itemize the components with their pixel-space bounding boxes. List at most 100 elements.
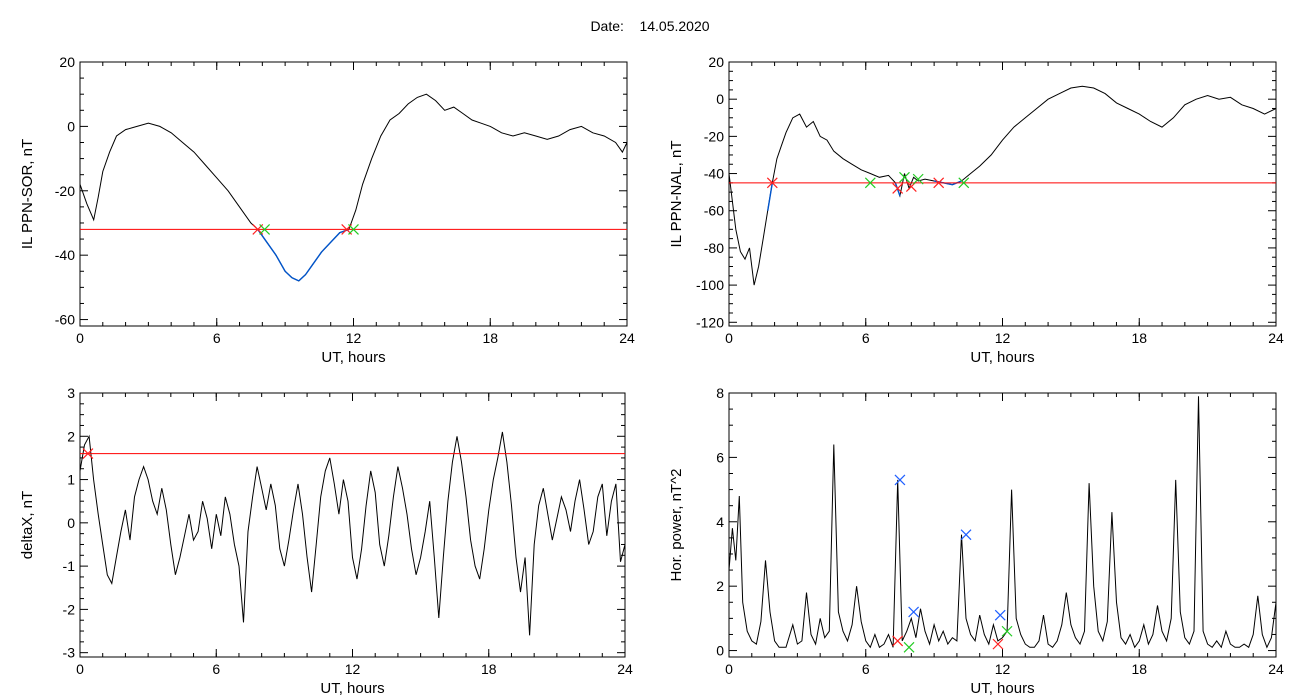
marker-stroke: [908, 606, 920, 618]
below-threshold-segment: [266, 241, 277, 256]
x-tick-label: 0: [76, 661, 84, 677]
y-tick-label: -80: [704, 240, 724, 256]
marker-stroke: [894, 474, 906, 486]
plot-frame: [728, 61, 1277, 327]
date-value: 14.05.2020: [639, 18, 710, 34]
marker-stroke: [892, 635, 904, 647]
x-tick-label: 0: [725, 330, 733, 346]
marker-stroke: [348, 223, 359, 235]
x-tick-label: 6: [862, 330, 870, 346]
marker-x: [348, 223, 359, 235]
y-tick-label: -60: [55, 312, 75, 328]
below-threshold-segment: [291, 277, 300, 282]
y-tick-label: 4: [716, 514, 724, 530]
marker-stroke: [903, 641, 915, 653]
y-tick-label: 8: [716, 385, 724, 401]
x-tick-label: 6: [862, 661, 870, 677]
marker-x: [899, 171, 910, 183]
y-tick-label: 2: [716, 578, 724, 594]
below-threshold-segment: [298, 273, 307, 282]
plot-frame: [79, 61, 628, 327]
below-threshold-segment: [311, 251, 323, 266]
y-tick-label: 20: [708, 54, 724, 70]
series-line: [79, 431, 626, 636]
x-axis-label: UT, hours: [321, 349, 385, 366]
x-tick-label: 24: [619, 330, 635, 346]
below-threshold-segment: [767, 182, 773, 211]
x-tick-label: 12: [995, 661, 1011, 677]
plot-frame: [79, 392, 626, 658]
marker-x: [992, 638, 1004, 650]
marker-stroke: [766, 177, 778, 189]
y-tick-label: -120: [696, 314, 724, 330]
page-title: Date: 14.05.2020: [0, 18, 1300, 34]
marker-x: [908, 606, 920, 618]
date-label: Date:: [590, 18, 624, 34]
series-line: [728, 396, 1277, 649]
y-tick-label: 6: [716, 449, 724, 465]
chart-sor: 0 6 12 18 24 -60 -40 -20 0 20 UT, hours IL PPN-SOR,…: [19, 54, 635, 366]
below-threshold-segment: [330, 232, 341, 243]
x-axis-label: UT, hours: [970, 680, 1034, 697]
below-threshold-segment: [321, 241, 332, 253]
marker-stroke: [899, 171, 910, 183]
marker-stroke: [892, 182, 904, 194]
x-tick-label: 18: [1131, 330, 1147, 346]
y-tick-label: -1: [63, 558, 76, 574]
x-tick-label: 6: [212, 661, 220, 677]
marker-stroke: [994, 609, 1006, 621]
marker-x: [766, 177, 778, 189]
y-tick-label: 2: [67, 428, 75, 444]
marker-x: [259, 223, 271, 235]
y-tick-label: 0: [67, 118, 75, 134]
y-tick-label: 20: [59, 54, 75, 70]
y-tick-label: 0: [716, 643, 724, 659]
x-tick-label: 18: [482, 330, 498, 346]
y-axis-label: IL PPN-SOR, nT: [19, 139, 36, 249]
x-tick-label: 12: [346, 330, 362, 346]
marker-stroke: [958, 177, 970, 189]
y-axis-label: Hor. power, nT^2: [668, 469, 685, 582]
below-threshold-segment: [305, 264, 314, 275]
marker-stroke: [912, 173, 924, 185]
below-threshold-segment: [894, 182, 901, 197]
below-threshold-segment: [284, 270, 293, 279]
x-axis-label: UT, hours: [320, 680, 384, 697]
marker-x: [994, 609, 1006, 621]
series-line: [728, 85, 1277, 286]
below-threshold-segment: [275, 254, 286, 272]
marker-stroke: [864, 177, 876, 189]
y-tick-label: -100: [696, 277, 724, 293]
y-tick-label: 0: [67, 515, 75, 531]
y-tick-label: 3: [67, 385, 75, 401]
marker-x: [894, 474, 906, 486]
marker-x: [903, 641, 915, 653]
x-tick-label: 24: [1268, 330, 1284, 346]
y-tick-label: -60: [704, 203, 724, 219]
marker-stroke: [82, 448, 94, 460]
x-tick-label: 6: [213, 330, 221, 346]
y-tick-label: -20: [704, 128, 724, 144]
y-tick-label: -40: [55, 247, 75, 263]
marker-x: [864, 177, 876, 189]
x-tick-label: 18: [1131, 661, 1147, 677]
y-tick-label: 0: [716, 91, 724, 107]
y-tick-label: -20: [55, 183, 75, 199]
x-tick-label: 24: [617, 661, 633, 677]
y-tick-label: -2: [63, 601, 76, 617]
marker-x: [933, 177, 945, 189]
x-tick-label: 0: [725, 661, 733, 677]
y-tick-label: -3: [63, 645, 76, 661]
marker-x: [1001, 625, 1013, 637]
marker-stroke: [259, 223, 271, 235]
x-tick-label: 18: [481, 661, 497, 677]
marker-stroke: [1001, 625, 1013, 637]
x-tick-label: 12: [345, 661, 361, 677]
marker-x: [82, 448, 94, 460]
marker-x: [892, 635, 904, 647]
y-axis-label: IL PPN-NAL, nT: [668, 141, 685, 248]
series-line: [79, 93, 628, 282]
